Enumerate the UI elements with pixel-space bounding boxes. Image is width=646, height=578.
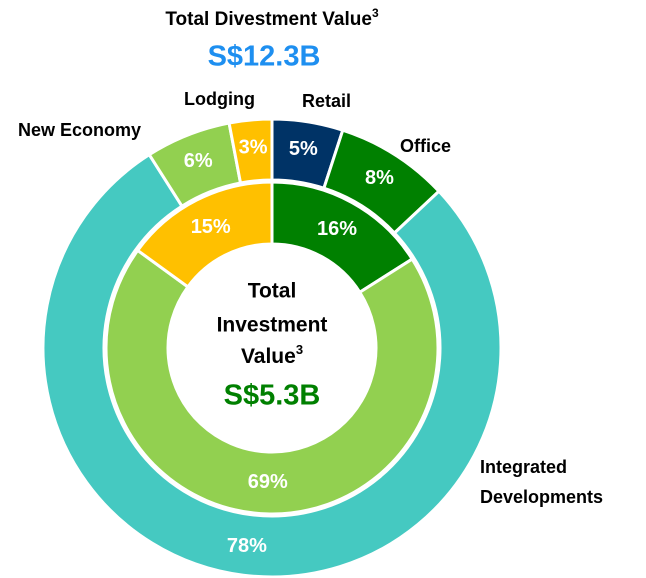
outer-title-text: Total Divestment Value3: [165, 6, 379, 30]
category-label: Lodging: [184, 89, 255, 109]
segment: [227, 117, 274, 185]
value-label: 3%: [239, 137, 268, 159]
value-label: 6%: [184, 150, 213, 172]
inner-total: S$5.3B: [224, 380, 321, 412]
category-label: New Economy: [18, 120, 142, 140]
inner-title-sup: 3: [296, 342, 303, 357]
value-label: 78%: [227, 535, 267, 557]
outer-title-sup: 3: [372, 6, 379, 20]
segment: [135, 180, 274, 289]
value-label: 8%: [365, 167, 394, 189]
value-label: 16%: [317, 218, 357, 240]
category-label: Retail: [302, 91, 352, 111]
inner-title-line: Total: [248, 280, 297, 303]
segment: [41, 152, 503, 578]
category-label: Office: [400, 136, 452, 156]
value-label: 69%: [248, 471, 288, 493]
outer-total: S$12.3B: [208, 41, 321, 73]
inner-title-line: Value: [241, 345, 296, 368]
rings: [41, 117, 503, 578]
value-label: 15%: [191, 216, 231, 238]
labels: 5% 8% 78% 6% 3% 16% 69% 15%: [184, 137, 394, 558]
inner-title-text: Value3: [241, 342, 303, 367]
category-label: Integrated Developments: [480, 457, 604, 507]
segment: [104, 248, 440, 516]
inner-title-line: Investment: [217, 314, 328, 337]
outer-title: Total Divestment Value: [165, 9, 372, 30]
value-label: 5%: [289, 138, 318, 160]
